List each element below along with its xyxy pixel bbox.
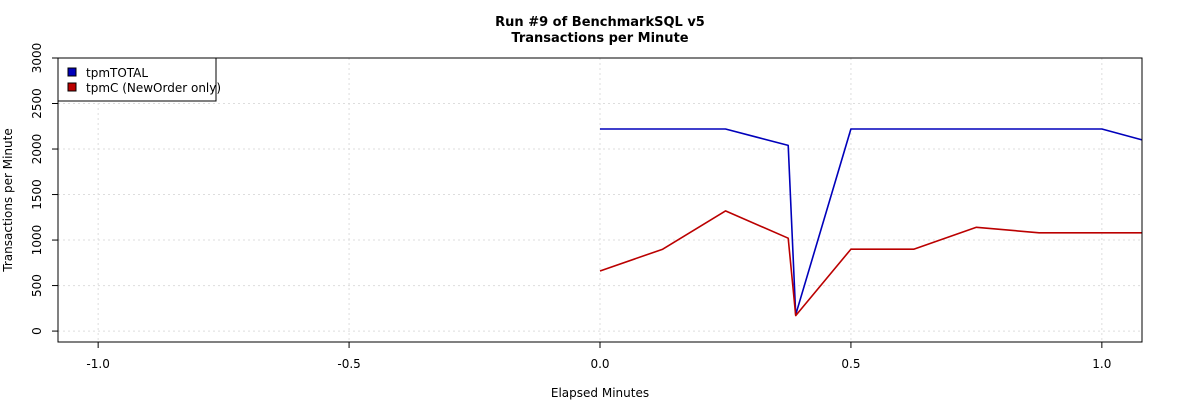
- y-tick-label: 3000: [30, 43, 44, 74]
- legend-swatch-tpmtotal: [67, 67, 77, 77]
- grid-lines: [58, 58, 1142, 342]
- y-tick-label: 1000: [30, 225, 44, 256]
- x-tick-label: -1.0: [86, 357, 109, 371]
- series-lines: [599, 128, 1143, 317]
- chart-subtitle: Transactions per Minute: [511, 31, 688, 46]
- y-tick-label: 500: [30, 274, 44, 297]
- y-axis-label: Transactions per Minute: [1, 128, 15, 272]
- x-tick-label: 1.0: [1092, 357, 1111, 371]
- y-tick-label: 1500: [30, 179, 44, 210]
- legend: tpmTOTAL tpmC (NewOrder only): [57, 57, 221, 102]
- series-line-tpmc: [599, 210, 1142, 317]
- x-tick-label: 0.5: [841, 357, 860, 371]
- x-tick-label: -0.5: [337, 357, 360, 371]
- y-tick-label: 0: [30, 327, 44, 335]
- series-line-tpmtotal: [600, 128, 1143, 316]
- y-tick-label: 2000: [30, 134, 44, 165]
- legend-swatch-tpmc: [67, 82, 77, 92]
- legend-label-tpmtotal: tpmTOTAL: [86, 66, 148, 80]
- x-tick-label: 0.0: [590, 357, 609, 371]
- x-axis-label: Elapsed Minutes: [551, 386, 649, 400]
- axes: -1.0 -0.5 0.0 0.5 1.0 0 500 1000 1500 2000 2500 300…: [30, 43, 1111, 371]
- legend-label-tpmc: tpmC (NewOrder only): [86, 81, 221, 95]
- y-tick-label: 2500: [30, 88, 44, 119]
- chart-title: Run #9 of BenchmarkSQL v5: [495, 15, 705, 30]
- legend-box: [57, 57, 217, 102]
